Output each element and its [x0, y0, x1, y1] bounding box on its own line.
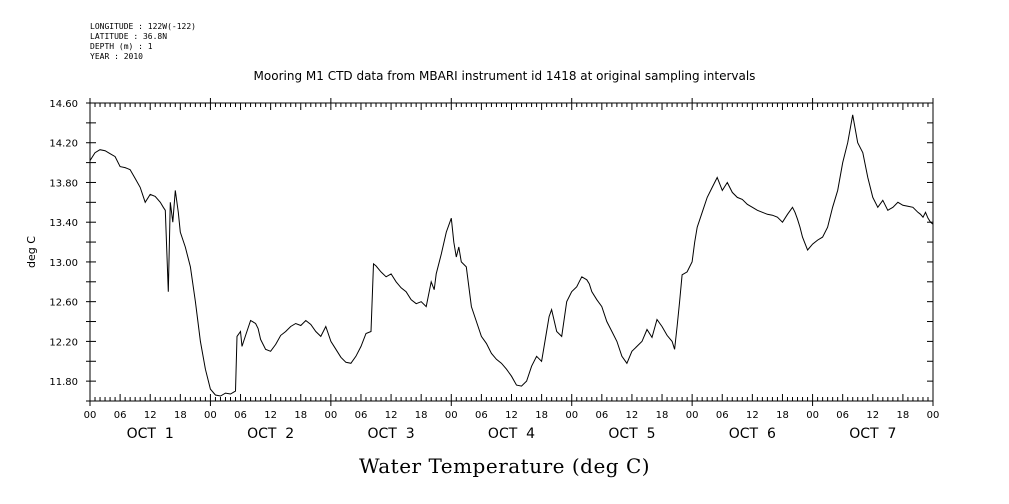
day-label: OCT 6: [729, 426, 776, 442]
x-tick-label: 06: [234, 410, 247, 421]
year-text: YEAR : 2010: [90, 52, 143, 61]
x-tick-label: 06: [475, 410, 488, 421]
x-tick-label: 06: [595, 410, 608, 421]
y-axis-label: deg C: [25, 236, 38, 268]
y-tick-label: 12.60: [49, 298, 78, 309]
day-label: OCT 3: [367, 426, 414, 442]
x-tick-label: 06: [716, 410, 729, 421]
depth-text: DEPTH (m) : 1: [90, 42, 153, 51]
x-tick-label: 18: [174, 410, 187, 421]
day-label: OCT 5: [608, 426, 655, 442]
plot-frame: [89, 102, 934, 402]
temperature-series-line: [89, 114, 934, 397]
x-axis-label: Water Temperature (deg C): [358, 454, 651, 478]
tick-marks: [86, 98, 934, 406]
x-tick-label: 18: [535, 410, 548, 421]
x-tick-label: 00: [445, 410, 458, 421]
x-tick-label: 00: [806, 410, 819, 421]
x-tick-label: 12: [746, 410, 759, 421]
day-label: OCT 1: [127, 426, 174, 442]
x-tick-label: 06: [355, 410, 368, 421]
longitude-text: LONGITUDE : 122W(-122): [90, 22, 196, 31]
x-tick-label: 18: [656, 410, 669, 421]
y-tick-label: 14.20: [49, 139, 78, 150]
x-tick-label: 18: [776, 410, 789, 421]
x-tick-label: 12: [144, 410, 157, 421]
x-tick-labels: 00 06 12 18 00 06 12 18 00 06 12 18 00 06 12 18 00 06 12 18…: [84, 410, 940, 421]
y-tick-label: 11.80: [49, 377, 78, 388]
x-tick-label: 00: [324, 410, 337, 421]
y-tick-label: 13.80: [49, 178, 78, 189]
y-tick-labels: 11.80 12.20 12.60 13.00 13.40 13.80 14.20 14.60: [49, 99, 78, 388]
x-tick-label: 00: [204, 410, 217, 421]
day-labels: OCT 1 OCT 2 OCT 3 OCT 4 OCT 5 OCT 6 OCT 7: [127, 426, 897, 442]
x-tick-label: 00: [565, 410, 578, 421]
x-tick-label: 00: [686, 410, 699, 421]
x-tick-label: 18: [294, 410, 307, 421]
x-tick-label: 12: [626, 410, 639, 421]
metadata-block: LONGITUDE : 122W(-122) LATITUDE : 36.8N …: [90, 22, 196, 62]
y-tick-label: 13.40: [49, 218, 78, 229]
latitude-text: LATITUDE : 36.8N: [90, 32, 168, 41]
day-label: OCT 2: [247, 426, 294, 442]
chart-title: Mooring M1 CTD data from MBARI instrumen…: [253, 69, 756, 83]
y-tick-label: 13.00: [49, 258, 78, 269]
y-tick-label: 12.20: [49, 337, 78, 348]
x-tick-label: 06: [114, 410, 127, 421]
x-tick-label: 06: [836, 410, 849, 421]
y-tick-label: 14.60: [49, 99, 78, 110]
x-tick-label: 12: [505, 410, 518, 421]
x-tick-label: 00: [927, 410, 940, 421]
x-tick-label: 12: [264, 410, 277, 421]
x-tick-label: 12: [385, 410, 398, 421]
x-tick-label: 18: [897, 410, 910, 421]
day-label: OCT 4: [488, 426, 535, 442]
x-tick-label: 18: [415, 410, 428, 421]
x-tick-label: 12: [866, 410, 879, 421]
day-label: OCT 7: [849, 426, 896, 442]
x-tick-label: 00: [84, 410, 97, 421]
